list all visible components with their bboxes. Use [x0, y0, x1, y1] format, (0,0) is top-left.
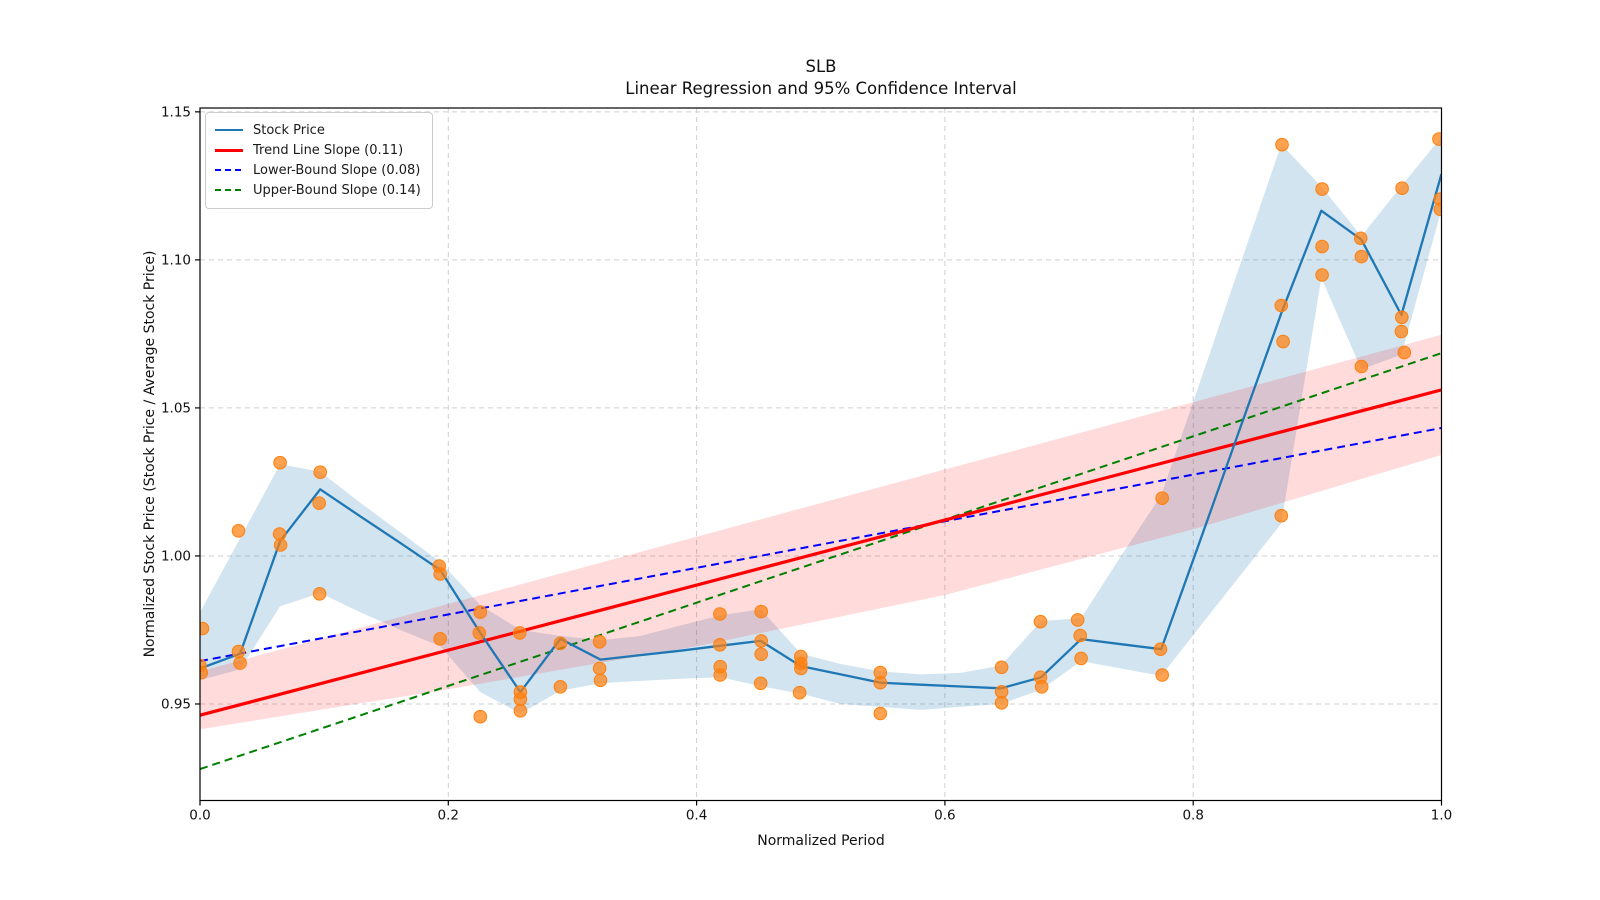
lower-bound-line-swatch-icon — [215, 169, 243, 171]
scatter-point — [231, 644, 246, 659]
scatter-point — [1354, 249, 1369, 264]
scatter-point — [1394, 324, 1409, 339]
scatter-point — [873, 706, 888, 721]
scatter-point — [312, 496, 327, 511]
upper-bound-line-swatch-icon — [215, 189, 243, 191]
scatter-point — [1073, 628, 1087, 643]
scatter-point — [1276, 334, 1290, 349]
y-tick-label: 1.10 — [161, 252, 191, 268]
scatter-point — [433, 567, 448, 581]
scatter-point — [794, 661, 808, 676]
scatter-point — [592, 661, 607, 676]
scatter-point — [1354, 359, 1369, 374]
trend-line-swatch-icon — [215, 148, 243, 152]
plot-area — [200, 132, 1442, 771]
legend-item-stock-price: Stock Price — [215, 120, 421, 140]
legend-label: Stock Price — [253, 122, 325, 138]
stock-price-line-swatch-icon — [215, 128, 243, 132]
scatter-point — [1034, 680, 1049, 694]
scatter-point — [1395, 310, 1409, 325]
y-tick-label: 1.00 — [161, 548, 191, 564]
scatter-point — [231, 524, 246, 538]
legend-item-lower-bound: Lower-Bound Slope (0.08) — [215, 160, 421, 180]
scatter-point — [1315, 182, 1329, 196]
scatter-point — [553, 636, 568, 651]
scatter-point — [1070, 613, 1085, 627]
scatter-point — [512, 626, 527, 640]
scatter-point — [273, 455, 287, 470]
legend-label: Trend Line Slope (0.11) — [253, 142, 404, 158]
axis-ticks: 0.0 0.2 0.4 0.6 0.8 1.0 0.95 1.00 1.05 1.10 1.15 — [161, 104, 1452, 823]
trend-confidence-band — [200, 334, 1442, 730]
legend-item-trend-line: Trend Line Slope (0.11) — [215, 140, 421, 160]
scatter-point — [1315, 268, 1329, 282]
scatter-point — [1395, 181, 1409, 195]
x-tick-label: 0.0 — [189, 808, 210, 824]
x-tick-label: 1.0 — [1431, 808, 1452, 824]
scatter-point — [1315, 239, 1329, 254]
scatter-point — [1432, 132, 1442, 146]
scatter-point — [513, 704, 528, 718]
scatter-point — [873, 675, 888, 690]
scatter-point — [754, 604, 769, 619]
stock-confidence-band — [200, 137, 1442, 714]
y-tick-label: 0.95 — [161, 696, 191, 712]
scatter-point — [1153, 642, 1168, 657]
scatter-point — [1155, 668, 1169, 682]
scatter-point — [513, 692, 528, 707]
scatter-point — [553, 680, 568, 694]
legend-item-upper-bound: Upper-Bound Slope (0.14) — [215, 180, 421, 200]
x-tick-label: 0.2 — [438, 808, 459, 824]
scatter-point — [994, 660, 1009, 675]
scatter-point — [200, 621, 210, 636]
scatter-point — [1274, 298, 1289, 313]
scatter-point — [713, 638, 727, 652]
scatter-point — [1433, 202, 1442, 217]
chart-subtitle: Linear Regression and 95% Confidence Int… — [625, 79, 1017, 98]
x-tick-label: 0.6 — [934, 808, 955, 824]
scatter-point — [433, 632, 448, 646]
scatter-point — [1397, 345, 1412, 360]
scatter-point — [1155, 491, 1169, 506]
scatter-point — [312, 587, 327, 601]
legend-label: Upper-Bound Slope (0.14) — [253, 182, 421, 198]
upper-bound-line — [200, 352, 1442, 771]
x-tick-label: 0.8 — [1182, 808, 1203, 824]
scatter-point — [273, 538, 288, 552]
scatter-point — [1275, 137, 1289, 152]
scatter-point — [792, 685, 807, 700]
scatter-point — [593, 673, 608, 688]
scatter-point — [473, 709, 488, 724]
scatter-point — [1274, 508, 1289, 523]
y-tick-label: 1.15 — [161, 104, 191, 120]
scatter-points — [200, 132, 1442, 724]
legend-box: Stock Price Trend Line Slope (0.11) Lowe… — [205, 112, 433, 209]
scatter-point — [713, 668, 728, 682]
scatter-point — [233, 656, 247, 670]
scatter-point — [1353, 231, 1368, 246]
scatter-point — [313, 465, 328, 480]
scatter-point — [754, 634, 769, 648]
scatter-point — [472, 626, 487, 640]
title-block: SLB Linear Regression and 95% Confidence… — [200, 56, 1442, 100]
axes-spines — [199, 107, 1443, 802]
stock-price-line — [200, 173, 1442, 694]
scatter-point — [1033, 614, 1048, 629]
x-tick-label: 0.4 — [686, 808, 707, 824]
legend-label: Lower-Bound Slope (0.08) — [253, 162, 421, 178]
y-tick-label: 1.05 — [161, 400, 191, 416]
chart-title: SLB — [805, 57, 837, 76]
scatter-point — [592, 635, 607, 649]
lower-bound-line — [200, 427, 1442, 663]
scatter-point — [754, 647, 769, 662]
scatter-point — [1074, 651, 1088, 666]
x-axis-label: Normalized Period — [757, 833, 885, 849]
scatter-point — [753, 676, 768, 691]
scatter-point — [713, 607, 727, 621]
scatter-point — [200, 665, 208, 680]
scatter-point — [473, 605, 488, 620]
scatter-point — [994, 696, 1009, 710]
